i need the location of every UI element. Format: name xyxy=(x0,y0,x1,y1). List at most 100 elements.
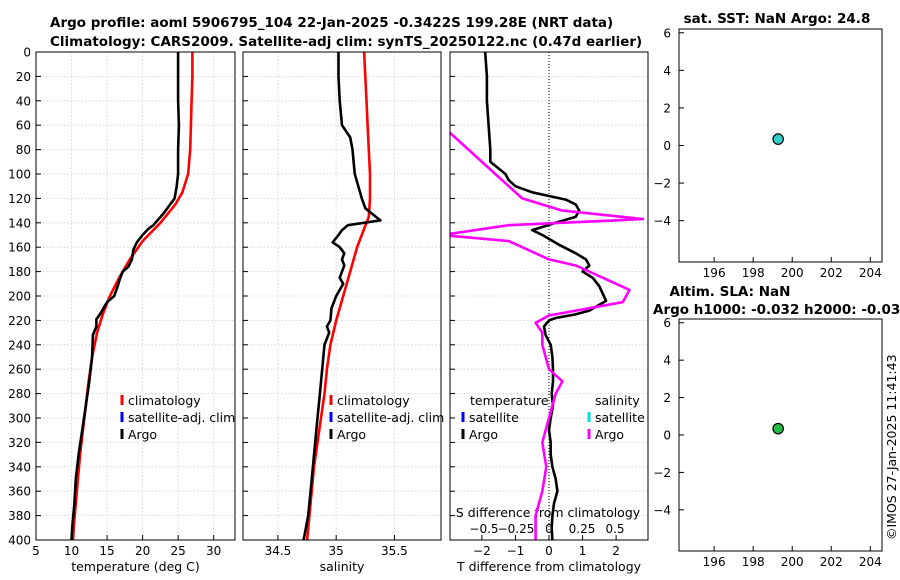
series-line-argo xyxy=(302,52,382,540)
y-tick-label: 4 xyxy=(663,64,671,78)
y-tick-label: 280 xyxy=(8,387,31,401)
profile-panel-difference: −2 −1 0 1 2T difference from climatology S di… xyxy=(449,51,649,574)
x-tick-label: 10 xyxy=(64,544,79,558)
y-tick-label: 4 xyxy=(663,354,671,368)
y-tick-label: 380 xyxy=(8,509,31,523)
legend-header: temperature xyxy=(470,393,549,408)
series-line-argo xyxy=(70,52,181,540)
y-tick-label: 0 xyxy=(663,429,671,443)
x-tick-label: 34.5 xyxy=(265,544,292,558)
y-tick-label: 260 xyxy=(8,363,31,377)
x-tick-label: 198 xyxy=(742,555,765,569)
x-tick-label: 30 xyxy=(206,544,221,558)
y-tick-label: 400 xyxy=(8,534,31,548)
legend-label: satellite xyxy=(469,410,519,425)
y-tick-label: −2 xyxy=(653,177,671,191)
legend-label: satellite-adj. clim xyxy=(128,410,235,425)
x-tick-label: 204 xyxy=(859,266,882,280)
top-tick-label: −0.25 xyxy=(498,522,535,536)
axes-frame xyxy=(35,51,236,541)
profile-panel-salinity: 34.5 35 35.5 salinity climatology satellite-a… xyxy=(242,51,444,574)
y-tick-label: 340 xyxy=(8,460,31,474)
legend-label: satellite xyxy=(595,410,645,425)
y-tick-label: −2 xyxy=(653,466,671,480)
y-tick-label: 160 xyxy=(8,241,31,255)
profile-panel-temperature: 5 10 15 20 25 3002040608010012014016018020022… xyxy=(8,46,236,574)
x-tick-label: 198 xyxy=(742,266,765,280)
argo-location-marker xyxy=(772,133,784,145)
top-tick-label: −0.5 xyxy=(469,522,498,536)
legend-label: Argo xyxy=(595,427,624,442)
y-tick-label: 6 xyxy=(663,26,671,40)
legend-label: climatology xyxy=(337,393,410,408)
argo-location-marker xyxy=(772,422,784,435)
top-tick-label: 0.5 xyxy=(605,522,624,536)
x-tick-label: 196 xyxy=(703,555,726,569)
y-tick-label: 200 xyxy=(8,290,31,304)
y-tick-label: 220 xyxy=(8,314,31,328)
figure-title-line1: Argo profile: aoml 5906795_104 22-Jan-20… xyxy=(50,15,613,31)
map-panel-sla_map: 196 198 200 202 204 −4 −2 0 2 4 6 xyxy=(653,316,883,569)
x-tick-label: 0 xyxy=(545,544,553,558)
x-tick-label: 200 xyxy=(781,266,804,280)
x-axis-label: salinity xyxy=(320,559,365,574)
x-tick-label: 1 xyxy=(579,544,587,558)
legend-label: satellite-adj. clim xyxy=(337,410,444,425)
legend-label: climatology xyxy=(128,393,201,408)
y-tick-label: 0 xyxy=(23,46,31,60)
figure-title-line2: Climatology: CARS2009. Satellite-adj cli… xyxy=(50,34,642,50)
watermark-text: ©IMOS 27-Jan-2025 11:41:43 xyxy=(884,354,899,540)
y-tick-label: 60 xyxy=(16,119,31,133)
x-tick-label: 202 xyxy=(820,266,843,280)
legend-header: salinity xyxy=(595,393,640,408)
x-tick-label: 35 xyxy=(329,544,344,558)
x-tick-label: 204 xyxy=(859,555,882,569)
y-tick-label: 320 xyxy=(8,436,31,450)
y-tick-label: 2 xyxy=(663,391,671,405)
y-tick-label: 0 xyxy=(663,139,671,153)
x-tick-label: 20 xyxy=(135,544,150,558)
legend-label: Argo xyxy=(469,427,498,442)
legend-label: Argo xyxy=(128,427,157,442)
axes-frame xyxy=(449,51,649,541)
top-tick-label: 0.25 xyxy=(569,522,596,536)
y-tick-label: −4 xyxy=(653,503,671,517)
x-tick-label: 15 xyxy=(99,544,114,558)
x-tick-label: −2 xyxy=(473,544,491,558)
axes-frame xyxy=(678,28,883,263)
sst-panel-title: sat. SST: NaN Argo: 24.8 xyxy=(684,11,871,27)
y-tick-label: 40 xyxy=(16,94,31,108)
y-tick-label: 100 xyxy=(8,168,31,182)
y-tick-label: 360 xyxy=(8,485,31,499)
y-tick-label: 240 xyxy=(8,338,31,352)
x-axis-label: T difference from climatology xyxy=(456,559,642,574)
y-tick-label: 120 xyxy=(8,192,31,206)
top-axis-label: S difference from climatology xyxy=(456,505,641,520)
sla-panel-title-line1: Altim. SLA: NaN xyxy=(670,284,791,300)
x-tick-label: 2 xyxy=(612,544,620,558)
y-tick-label: 20 xyxy=(16,70,31,84)
x-tick-label: 25 xyxy=(171,544,186,558)
x-tick-label: −1 xyxy=(507,544,525,558)
x-tick-label: 196 xyxy=(703,266,726,280)
y-tick-label: 140 xyxy=(8,216,31,230)
axes-frame xyxy=(242,51,442,541)
y-tick-label: −4 xyxy=(653,214,671,228)
x-axis-label: temperature (deg C) xyxy=(71,559,200,574)
axes-frame xyxy=(678,318,883,552)
y-tick-label: 2 xyxy=(663,101,671,115)
map-panel-sst_map: 196 198 200 202 204 −4 −2 0 2 4 6 xyxy=(653,26,883,280)
y-tick-label: 6 xyxy=(663,316,671,330)
y-tick-label: 80 xyxy=(16,143,31,157)
series-line-t-difference-argo xyxy=(483,52,608,540)
x-tick-label: 200 xyxy=(781,555,804,569)
series-line-s-difference-argo xyxy=(450,131,645,540)
series-line-climatology xyxy=(305,52,372,540)
y-tick-label: 300 xyxy=(8,412,31,426)
x-tick-label: 5 xyxy=(32,544,40,558)
y-tick-label: 180 xyxy=(8,265,31,279)
top-tick-label: 0 xyxy=(545,522,553,536)
x-tick-label: 202 xyxy=(820,555,843,569)
series-line-climatology xyxy=(71,52,194,540)
